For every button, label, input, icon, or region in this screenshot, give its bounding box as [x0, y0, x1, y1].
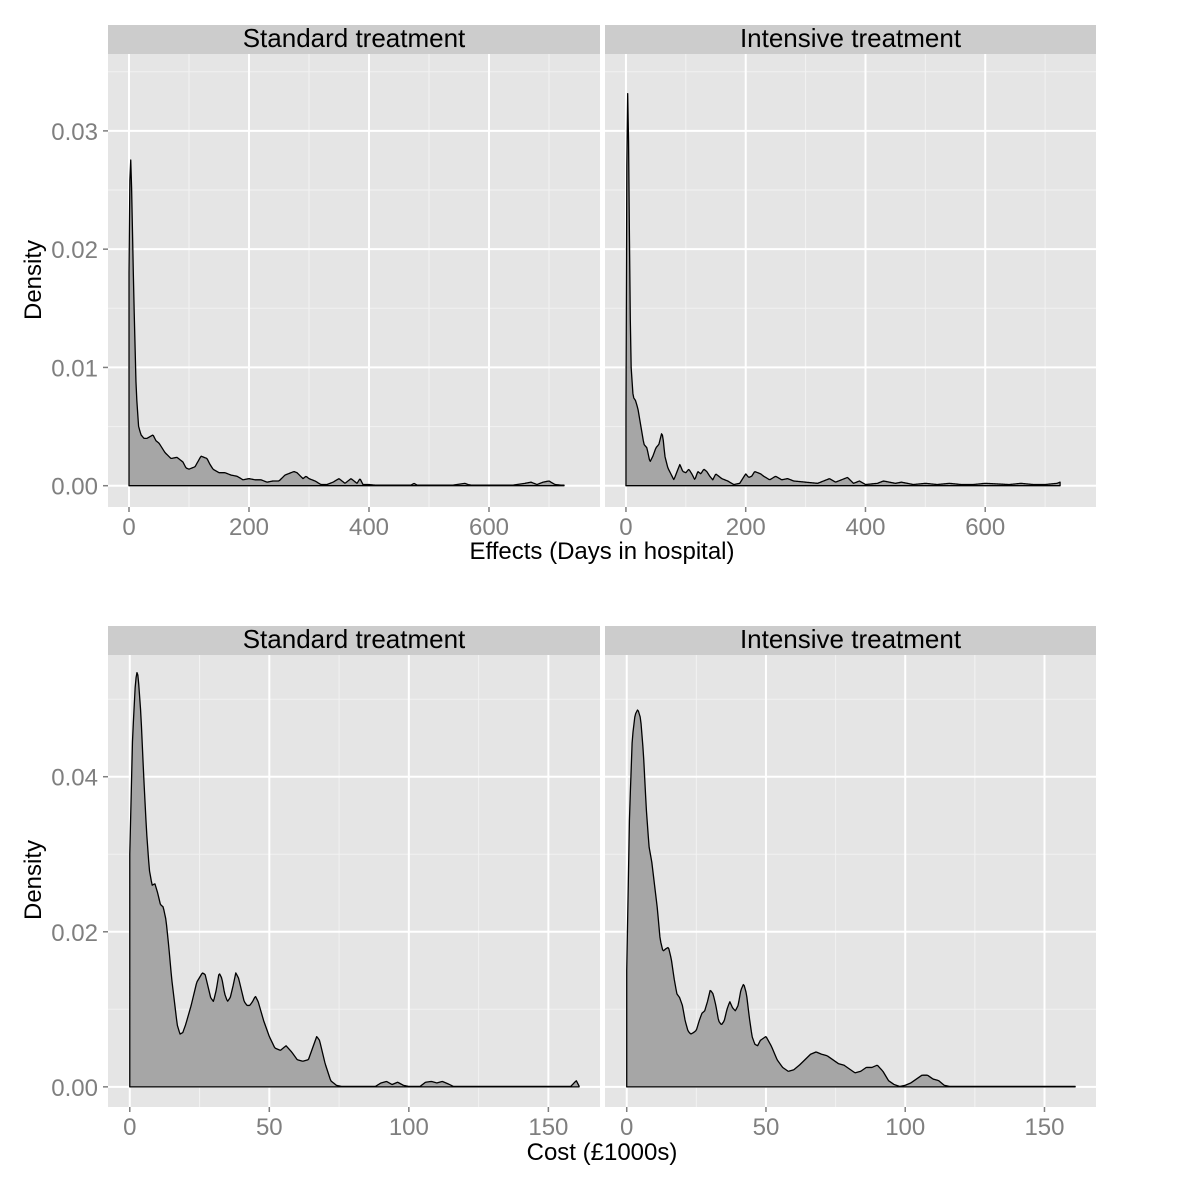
panel-background: [605, 54, 1096, 507]
y-tick-label: 0.04: [51, 765, 98, 792]
facet-strip-label: Intensive treatment: [740, 624, 962, 654]
density-area: [626, 709, 1076, 1088]
x-tick-label: 200: [229, 514, 269, 541]
density-area: [129, 672, 580, 1088]
x-axis-title: Cost (£1000s): [527, 1139, 678, 1166]
x-tick-label: 0: [619, 514, 632, 541]
y-tick-label: 0.00: [51, 474, 98, 501]
y-tick-label: 0.02: [51, 237, 98, 264]
x-tick-label: 0: [620, 1114, 633, 1141]
facet-strip-label: Intensive treatment: [740, 23, 962, 53]
x-tick-label: 0: [123, 1114, 136, 1141]
x-axis-title: Effects (Days in hospital): [470, 538, 735, 565]
y-axis-title: Density: [20, 240, 47, 320]
panel-2-1: Standard treatment 0 50 100 150 0.00 0.02 0.04: [51, 624, 600, 1141]
x-tick-label: 50: [753, 1114, 780, 1141]
facet-strip: [108, 25, 600, 54]
facet-strip-label: Standard treatment: [243, 23, 466, 53]
density-area: [625, 93, 1061, 487]
chart-row-1: Standard treatment 0 200 400 600 0.00 0.01 0.02…: [20, 23, 1096, 565]
y-tick-label: 0.03: [51, 119, 98, 146]
y-tick-label: 0.00: [51, 1075, 98, 1102]
panel-1-1: Standard treatment 0 200 400 600 0.00 0.01 0.02…: [51, 23, 600, 541]
x-tick-label: 600: [469, 514, 509, 541]
density-area: [128, 159, 565, 487]
x-tick-label: 150: [528, 1114, 568, 1141]
y-tick-label: 0.02: [51, 920, 98, 947]
facet-strip-label: Standard treatment: [243, 624, 466, 654]
y-tick-label: 0.01: [51, 355, 98, 382]
facet-strip: [605, 626, 1096, 655]
facet-strip: [108, 626, 600, 655]
facet-strip: [605, 25, 1096, 54]
panel-2-2: Intensive treatment 0 50 100 150: [605, 624, 1096, 1141]
x-tick-label: 400: [845, 514, 885, 541]
x-tick-label: 600: [965, 514, 1005, 541]
x-tick-label: 400: [349, 514, 389, 541]
panel-background: [108, 54, 600, 507]
panel-1-2: Intensive treatment 0 200 400 600: [605, 23, 1096, 541]
y-axis-title: Density: [20, 840, 47, 920]
x-tick-label: 100: [885, 1114, 925, 1141]
x-tick-label: 50: [256, 1114, 283, 1141]
x-tick-label: 150: [1024, 1114, 1064, 1141]
x-tick-label: 100: [389, 1114, 429, 1141]
x-tick-label: 200: [726, 514, 766, 541]
chart-row-2: Standard treatment 0 50 100 150 0.00 0.02 0.04 I…: [20, 624, 1096, 1166]
x-tick-label: 0: [122, 514, 135, 541]
